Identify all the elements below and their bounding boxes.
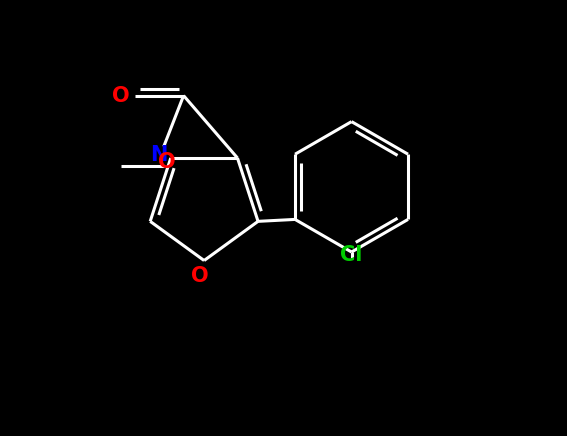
Text: O: O — [112, 85, 130, 106]
Text: Cl: Cl — [340, 245, 363, 265]
Text: N: N — [150, 145, 167, 165]
Text: O: O — [191, 266, 209, 286]
Text: O: O — [158, 153, 175, 173]
